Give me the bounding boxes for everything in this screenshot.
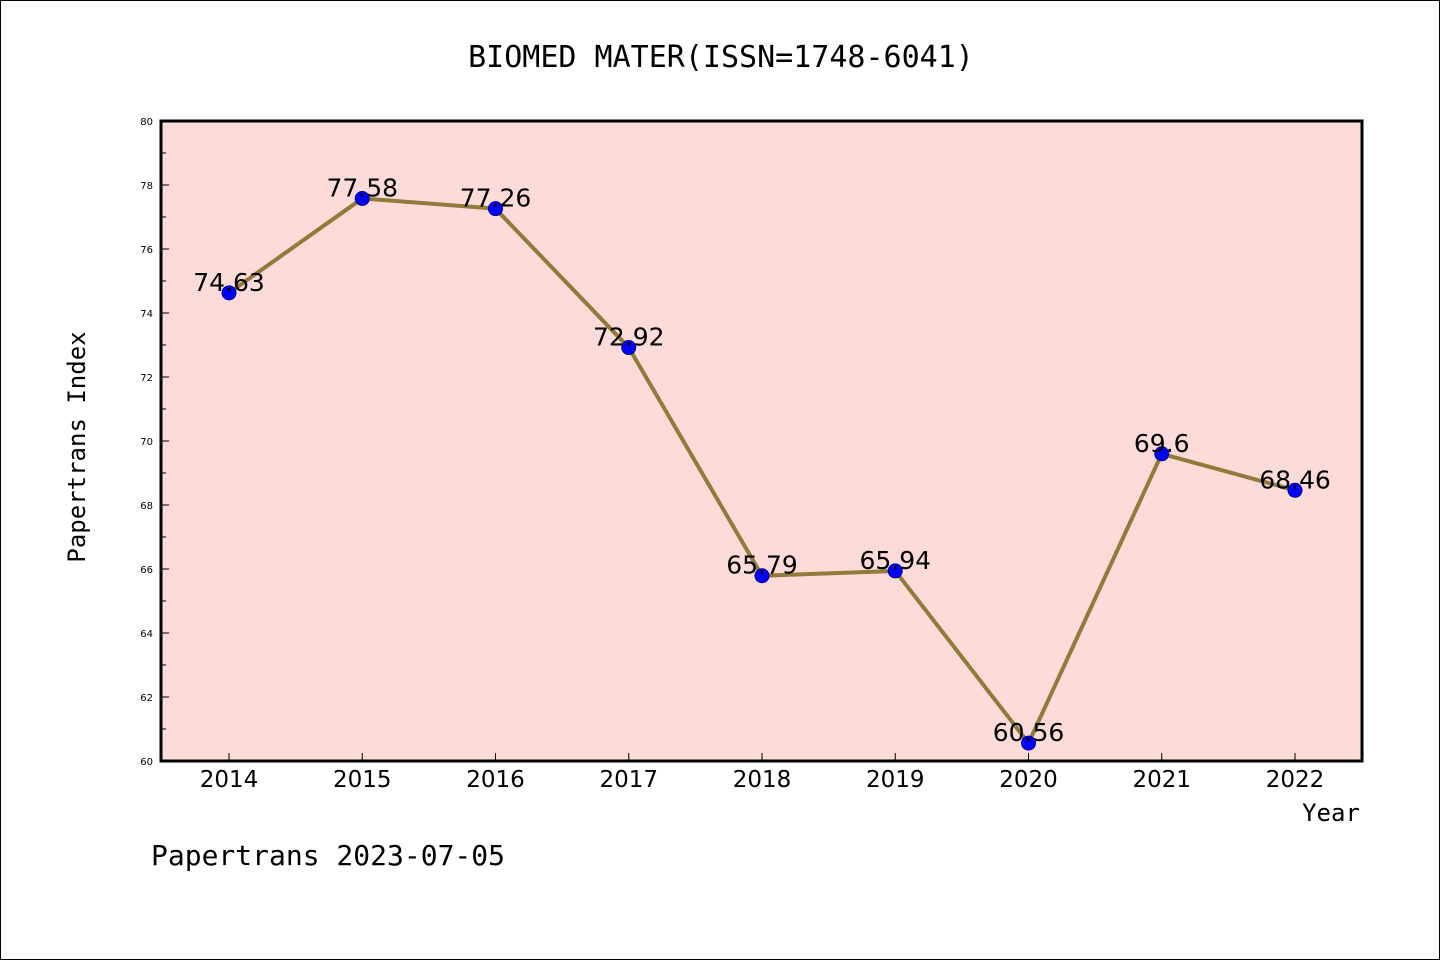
y-tick-label: 60 <box>140 757 153 768</box>
data-label: 77.58 <box>326 173 398 202</box>
plot-area <box>161 121 1362 761</box>
data-point <box>1021 735 1036 751</box>
x-tick-label: 2020 <box>999 767 1058 793</box>
y-tick-label: 64 <box>140 629 153 640</box>
data-point <box>754 568 770 584</box>
data-point <box>621 340 637 356</box>
x-tick-label: 2017 <box>599 767 658 793</box>
y-tick-label: 74 <box>140 309 153 320</box>
plot-border <box>159 119 1364 763</box>
data-label: 68.46 <box>1259 465 1331 494</box>
x-axis-label: Year <box>1302 799 1360 827</box>
x-tick-label: 2015 <box>333 767 392 793</box>
data-label: 72.92 <box>593 323 665 352</box>
data-point <box>1287 482 1303 498</box>
y-axis-label: Papertrans Index <box>63 331 91 562</box>
y-tick-label: 72 <box>140 373 153 384</box>
x-tick-label: 2016 <box>466 767 525 793</box>
data-point <box>221 285 237 301</box>
data-label: 60.56 <box>993 718 1065 747</box>
x-tick-label: 2019 <box>866 767 925 793</box>
footer-text: Papertrans 2023-07-05 <box>151 839 505 872</box>
x-tick-label: 2022 <box>1266 767 1325 793</box>
data-label: 65.79 <box>726 551 798 580</box>
y-tick-label: 68 <box>140 501 153 512</box>
data-labels: 74.63 77.58 77.26 72.92 65.79 65.94 60.56 69.6 6… <box>193 173 1331 747</box>
y-tick-label: 62 <box>140 693 153 704</box>
data-label: 74.63 <box>193 268 265 297</box>
y-tick-label: 76 <box>140 245 153 256</box>
y-tick-label: 70 <box>140 437 153 448</box>
chart-title: BIOMED MATER(ISSN=1748-6041) <box>468 40 974 75</box>
data-point <box>1154 446 1170 462</box>
data-point <box>354 190 370 206</box>
data-label: 65.94 <box>859 546 931 575</box>
x-tick-label: 2014 <box>200 767 259 793</box>
x-tick-label: 2018 <box>733 767 792 793</box>
y-tick-label: 80 <box>140 117 153 128</box>
data-point <box>887 563 903 579</box>
y-tick-label: 78 <box>140 181 153 192</box>
x-tick-label: 2021 <box>1132 767 1191 793</box>
data-label: 77.26 <box>460 184 532 213</box>
data-point <box>488 201 503 217</box>
data-label: 69.6 <box>1134 429 1190 458</box>
y-tick-label: 66 <box>140 565 153 576</box>
x-axis: 2014 2015 2016 2017 2018 2019 2020 2021 2022 <box>200 753 1325 793</box>
series <box>221 190 1303 751</box>
